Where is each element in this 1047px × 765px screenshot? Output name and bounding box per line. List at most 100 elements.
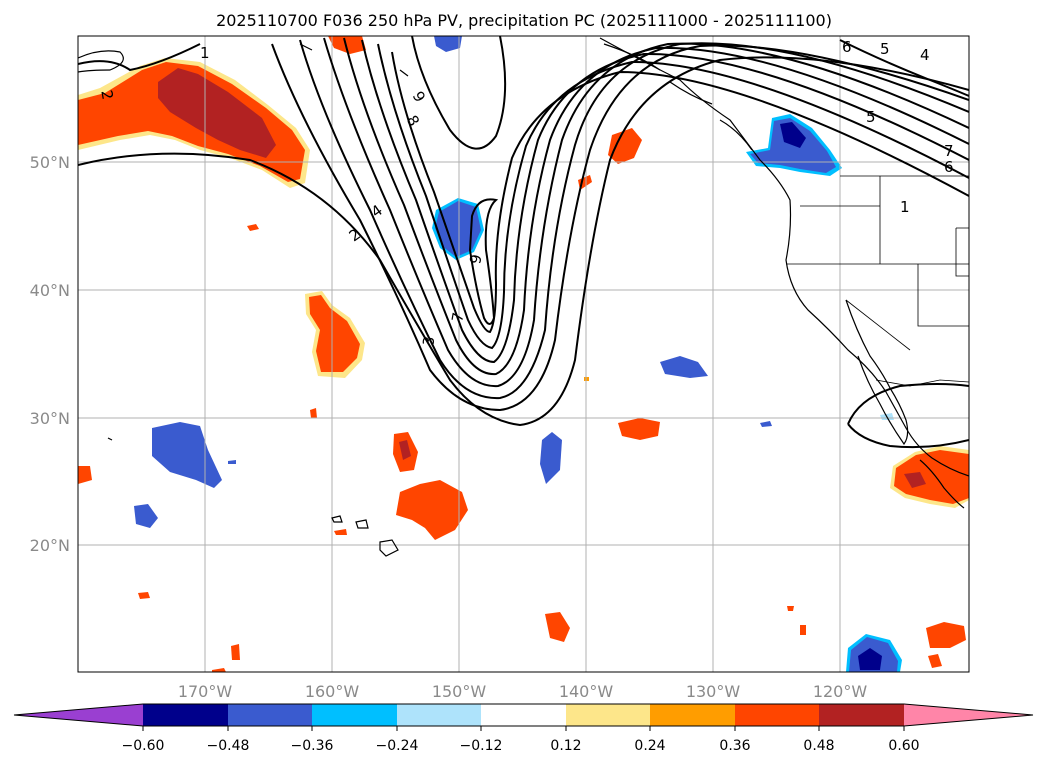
pv-contour-mexico [847, 383, 969, 449]
lon-label-150w: 150°W [432, 682, 487, 701]
precip-blob-170w-10n [212, 668, 226, 672]
precip-blob-mexico-core [894, 450, 969, 504]
precip-speck-se-bottom [928, 654, 942, 668]
colorbar-tick-9: 0.48 [803, 738, 834, 754]
precip-blob-160w-38n-core [309, 295, 360, 372]
pv-contour-ridge-inner [411, 36, 507, 150]
precip-speck-123w-13n [800, 625, 806, 635]
precip-neg-speck-168w-26n [228, 460, 236, 464]
coast-mexico-inner [919, 459, 965, 509]
precip-blob-168w-12n [231, 644, 240, 660]
precip-blob-nw-band-core [158, 68, 276, 158]
colorbar-tick-5: −0.12 [460, 738, 503, 754]
lat-labels: 50°N 40°N 30°N 20°N [30, 153, 70, 555]
colorbar-tick-marks [142, 726, 905, 731]
precip-blob-se-bottom [926, 622, 966, 648]
border-us-mexico [875, 379, 969, 387]
precip-neg-175w-22n [134, 504, 158, 528]
lon-label-130w: 130°W [686, 682, 741, 701]
lon-label-170w: 170°W [178, 682, 233, 701]
contour-label-6-east: 6 [944, 158, 954, 176]
colorbar-bin-3 [312, 704, 397, 726]
map-title: 2025110700 F036 250 hPa PV, precipitatio… [216, 11, 832, 30]
colorbar-extend-left [14, 704, 143, 726]
pv-contour-trough-7 [377, 43, 969, 350]
pv-contour-trough-6 [361, 39, 969, 364]
colorbar-tick-10: 0.60 [888, 738, 919, 754]
contour-label-3: 3 [419, 335, 438, 348]
precip-blob-155w-28n-core [399, 440, 411, 460]
contour-label-1-east: 1 [900, 198, 910, 216]
precip-blob-150w-23n [396, 480, 468, 540]
coast-north-america [599, 37, 969, 477]
border-state-3 [917, 264, 969, 327]
precip-neg-pnw-mid [750, 118, 836, 173]
lat-label-30n: 30°N [30, 409, 70, 428]
pv-contour-trough-4 [323, 37, 969, 388]
coastlines [78, 37, 969, 557]
border-state-5 [955, 227, 969, 277]
lat-label-20n: 20°N [30, 536, 70, 555]
colorbar-bin-5 [481, 704, 566, 726]
precip-blob-top-160w [328, 36, 366, 54]
colorbar-tick-4: −0.24 [376, 738, 419, 754]
precip-blob-mexico-dark [904, 472, 926, 488]
contour-label-1: 1 [200, 44, 210, 62]
precip-neg-pnw-core [780, 122, 806, 148]
precip-speck-123w-15n [787, 606, 794, 611]
colorbar-tick-3: −0.36 [291, 738, 334, 754]
pv-contour-northwest [78, 43, 201, 72]
precip-positive-areas [78, 36, 969, 672]
borders [786, 175, 969, 387]
precip-blob-180-26n [78, 466, 92, 484]
precip-speck-45n [247, 224, 259, 231]
coast-nw-fragment [78, 50, 124, 73]
colorbar-bin-2 [228, 704, 312, 726]
lon-label-160w: 160°W [305, 682, 360, 701]
contour-label-7-east: 7 [944, 142, 954, 160]
pv-contour-trough-8 [391, 51, 969, 334]
pv-contour-ne [839, 39, 969, 97]
coast-alaska-islands [603, 43, 753, 151]
colorbar-tick-7: 0.24 [634, 738, 665, 754]
colorbar-bin-1 [143, 704, 228, 726]
precip-blob-135w-29n [618, 418, 660, 440]
coast-baja [845, 299, 909, 446]
colorbar-extend-right [904, 704, 1033, 726]
colorbar-bin-4 [397, 704, 481, 726]
coast-pacific-islands [107, 43, 409, 441]
gridlines [78, 36, 969, 672]
contour-label-6-ne: 6 [842, 38, 852, 56]
colorbar-tick-1: −0.60 [122, 738, 165, 754]
lon-labels: 170°W 160°W 150°W 140°W 130°W 120°W [178, 682, 868, 701]
contour-label-2-west: 2 [97, 89, 116, 102]
pv-contour-trough-9 [468, 198, 499, 325]
colorbar-bin-7 [650, 704, 735, 726]
pv-contour-trough-5 [343, 37, 969, 376]
colorbar-tick-2: −0.48 [207, 738, 250, 754]
lat-label-40n: 40°N [30, 281, 70, 300]
pv-contour-trough-1 [78, 56, 969, 427]
contour-label-7: 7 [448, 311, 467, 324]
border-ca-nv [845, 299, 911, 351]
lon-label-140w: 140°W [559, 682, 614, 701]
precip-neg-se-bottom-core [858, 648, 882, 670]
precip-neg-143w-27n [540, 432, 562, 484]
precip-blob-175w-16n [138, 592, 150, 599]
map-frame [77, 35, 970, 673]
precip-neg-132w-34n [660, 356, 708, 378]
contour-label-5-ne: 5 [880, 40, 890, 58]
colorbar: −0.60 −0.48 −0.36 −0.24 −0.12 0.12 0.24 … [13, 703, 1034, 754]
contour-label-9-south: 9 [466, 253, 485, 266]
colorbar-bin-6 [566, 704, 650, 726]
contour-label-4-ne: 4 [920, 46, 930, 64]
lon-label-120w: 120°W [813, 682, 868, 701]
colorbar-tick-6: 0.12 [550, 738, 581, 754]
map-panel: 1 2 4 3 7 9 9 8 6 5 4 5 7 6 1 2 [78, 36, 969, 672]
colorbar-bin-8 [735, 704, 819, 726]
coast-hawaii [331, 515, 399, 557]
colorbar-tick-8: 0.36 [719, 738, 750, 754]
precip-neg-top-150w [434, 36, 462, 52]
colorbar-bin-9 [819, 704, 904, 726]
